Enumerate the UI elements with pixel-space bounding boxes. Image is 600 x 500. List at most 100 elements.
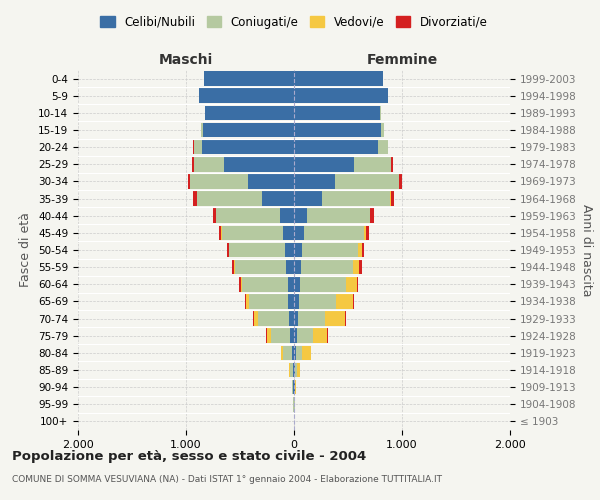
Bar [294, 88, 388, 103]
Bar [239, 277, 241, 291]
Bar [262, 192, 294, 206]
Bar [295, 380, 296, 394]
Bar [283, 346, 292, 360]
Bar [267, 328, 271, 343]
Bar [253, 312, 254, 326]
Bar [289, 312, 294, 326]
Bar [353, 294, 355, 308]
Bar [294, 226, 304, 240]
Bar [295, 362, 297, 378]
Bar [382, 122, 383, 138]
Bar [248, 174, 294, 188]
Y-axis label: Fasce di età: Fasce di età [19, 212, 32, 288]
Bar [292, 380, 293, 394]
Bar [335, 174, 399, 188]
Bar [294, 106, 380, 120]
Bar [290, 328, 294, 343]
Bar [294, 312, 298, 326]
Bar [391, 157, 392, 172]
Bar [216, 208, 280, 223]
Bar [288, 294, 294, 308]
Bar [294, 362, 295, 378]
Bar [301, 277, 346, 291]
Text: COMUNE DI SOMMA VESUVIANA (NA) - Dati ISTAT 1° gennaio 2004 - Elaborazione TUTTI: COMUNE DI SOMMA VESUVIANA (NA) - Dati IS… [12, 475, 442, 484]
Bar [290, 362, 293, 378]
Bar [294, 260, 301, 274]
Bar [193, 157, 194, 172]
Bar [242, 277, 287, 291]
Bar [364, 226, 366, 240]
Bar [219, 226, 221, 240]
Legend: Celibi/Nubili, Coniugati/e, Vedovi/e, Divorziati/e: Celibi/Nubili, Coniugati/e, Vedovi/e, Di… [95, 11, 493, 34]
Bar [294, 208, 307, 223]
Bar [201, 122, 203, 138]
Bar [190, 174, 248, 188]
Text: Maschi: Maschi [159, 52, 213, 66]
Bar [378, 140, 388, 154]
Bar [205, 106, 294, 120]
Bar [241, 277, 242, 291]
Bar [302, 346, 311, 360]
Bar [359, 260, 362, 274]
Bar [283, 226, 294, 240]
Bar [205, 72, 294, 86]
Bar [294, 242, 302, 258]
Bar [297, 362, 301, 378]
Bar [380, 106, 381, 120]
Bar [280, 208, 294, 223]
Bar [249, 294, 288, 308]
Bar [286, 260, 294, 274]
Bar [346, 277, 356, 291]
Bar [294, 157, 355, 172]
Bar [336, 294, 353, 308]
Bar [294, 122, 382, 138]
Bar [358, 242, 361, 258]
Bar [193, 192, 197, 206]
Y-axis label: Anni di nascita: Anni di nascita [580, 204, 593, 296]
Bar [391, 192, 394, 206]
Bar [296, 346, 302, 360]
Bar [254, 312, 259, 326]
Bar [294, 72, 383, 86]
Bar [271, 328, 290, 343]
Bar [188, 174, 190, 188]
Bar [353, 260, 359, 274]
Bar [301, 260, 353, 274]
Bar [229, 242, 286, 258]
Bar [361, 242, 364, 258]
Bar [286, 242, 294, 258]
Bar [227, 242, 229, 258]
Bar [294, 328, 297, 343]
Bar [294, 192, 322, 206]
Bar [246, 294, 249, 308]
Bar [313, 328, 328, 343]
Bar [293, 362, 294, 378]
Bar [259, 312, 289, 326]
Bar [197, 192, 262, 206]
Bar [194, 157, 224, 172]
Bar [194, 140, 202, 154]
Bar [355, 157, 391, 172]
Bar [298, 312, 325, 326]
Bar [294, 140, 378, 154]
Bar [294, 277, 301, 291]
Bar [322, 192, 390, 206]
Bar [202, 140, 294, 154]
Bar [325, 312, 345, 326]
Bar [245, 294, 246, 308]
Bar [294, 174, 335, 188]
Bar [203, 122, 294, 138]
Bar [294, 294, 299, 308]
Bar [232, 260, 234, 274]
Bar [345, 312, 346, 326]
Bar [297, 328, 313, 343]
Bar [366, 226, 368, 240]
Bar [287, 277, 294, 291]
Bar [399, 174, 401, 188]
Bar [304, 226, 364, 240]
Text: Femmine: Femmine [367, 52, 437, 66]
Bar [294, 346, 296, 360]
Text: Popolazione per età, sesso e stato civile - 2004: Popolazione per età, sesso e stato civil… [12, 450, 366, 463]
Bar [299, 294, 336, 308]
Bar [307, 208, 370, 223]
